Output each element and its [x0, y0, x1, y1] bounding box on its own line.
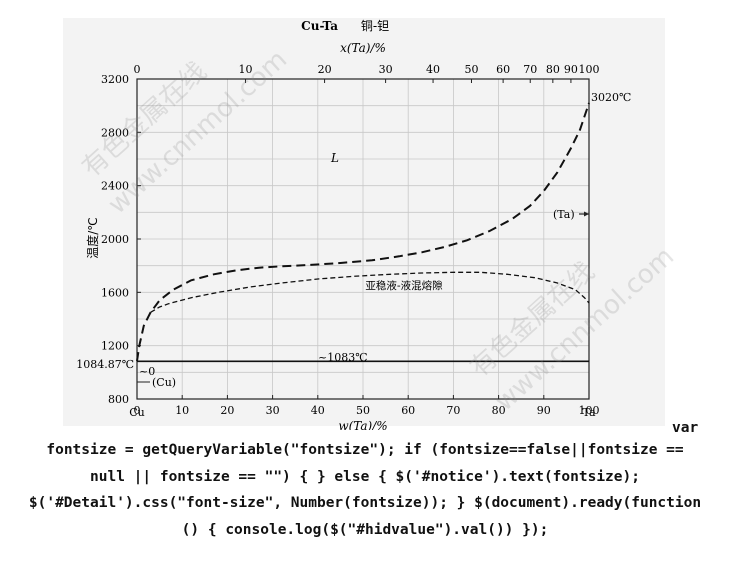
code-line: null || fontsize == "") { } else { $('#n… — [90, 469, 640, 485]
top-tick-label: 100 — [579, 63, 600, 76]
x-tick-label: 90 — [537, 404, 551, 417]
annotation-1084: 1084.87℃ — [76, 358, 134, 371]
phase-diagram-svg: 0 10 20 30 40 50 60 70 80 90 100800120016002000240… — [63, 18, 680, 430]
top-tick-label: 70 — [523, 63, 537, 76]
end-label-ta: Ta — [582, 406, 595, 419]
top-axis-label: x(Ta)/% — [340, 41, 386, 55]
x-tick-label: 20 — [220, 404, 234, 417]
x-tick-label: 0 — [134, 404, 141, 417]
y-tick-label: 1200 — [101, 340, 129, 353]
chart-title: Cu-Ta — [301, 19, 338, 33]
code-line: $('#Detail').css("font-size", Number(fon… — [28, 495, 702, 511]
top-tick-label: 80 — [546, 63, 560, 76]
y-tick-label: 2000 — [101, 233, 129, 246]
top-tick-label: 10 — [238, 63, 252, 76]
code-line: () { console.log($("#hidvalue").val()) }… — [181, 522, 549, 538]
series-line-dashed-heavy — [136, 102, 590, 362]
y-axis-label: 温度/℃ — [85, 217, 100, 259]
phase-diagram: 0 10 20 30 40 50 60 70 80 90 100 800 1200 1600 2000 240… — [63, 18, 680, 430]
series-group — [136, 102, 590, 363]
top-tick-label: 40 — [426, 63, 440, 76]
top-tick-label: 30 — [379, 63, 393, 76]
y-tick-label: 2400 — [101, 180, 129, 193]
y-tick-label: 3200 — [101, 73, 129, 86]
chart-title-cn: 铜-钽 — [361, 18, 389, 33]
y-tick-label: 2800 — [101, 126, 129, 139]
y-tick-label: 1600 — [101, 286, 129, 299]
annotation-ta: (Ta) — [553, 208, 575, 221]
axis-ticks: 0 10 20 30 40 50 60 70 80 90 100800120016002000240… — [101, 63, 600, 417]
annotation-zero: ~0 — [139, 365, 155, 378]
ta-arrow-head — [584, 211, 589, 217]
x-tick-label: 60 — [401, 404, 415, 417]
x-tick-label: 100 — [579, 404, 600, 417]
end-label-cu: Cu — [129, 406, 145, 419]
bottom-axis-label: w(Ta)/% — [338, 419, 387, 430]
series-line-dashed-light — [150, 271, 590, 313]
x-tick-label: 50 — [356, 404, 370, 417]
annotation-miscibility-gap: 亚稳液-液混熔隙 — [365, 279, 443, 292]
y-tick-label: 800 — [108, 393, 129, 406]
annotation-1083: ~1083℃ — [318, 351, 368, 364]
annotation-cu: (Cu) — [152, 376, 176, 389]
top-tick-label: 60 — [496, 63, 510, 76]
top-tick-label: 0 — [134, 63, 141, 76]
top-tick-label: 50 — [464, 63, 478, 76]
top-tick-label: 20 — [318, 63, 332, 76]
x-tick-label: 80 — [492, 404, 506, 417]
code-trailing-var: var — [672, 420, 699, 436]
grid — [137, 79, 589, 399]
x-tick-label: 70 — [446, 404, 460, 417]
x-tick-label: 30 — [266, 404, 280, 417]
figure-background — [63, 18, 665, 426]
annotation-3020: 3020℃ — [591, 91, 631, 104]
x-tick-label: 40 — [311, 404, 325, 417]
x-tick-label: 10 — [175, 404, 189, 417]
top-tick-label: 90 — [564, 63, 578, 76]
annotation-liquid: L — [330, 151, 339, 165]
code-line: fontsize = getQueryVariable("fontsize");… — [46, 442, 684, 458]
